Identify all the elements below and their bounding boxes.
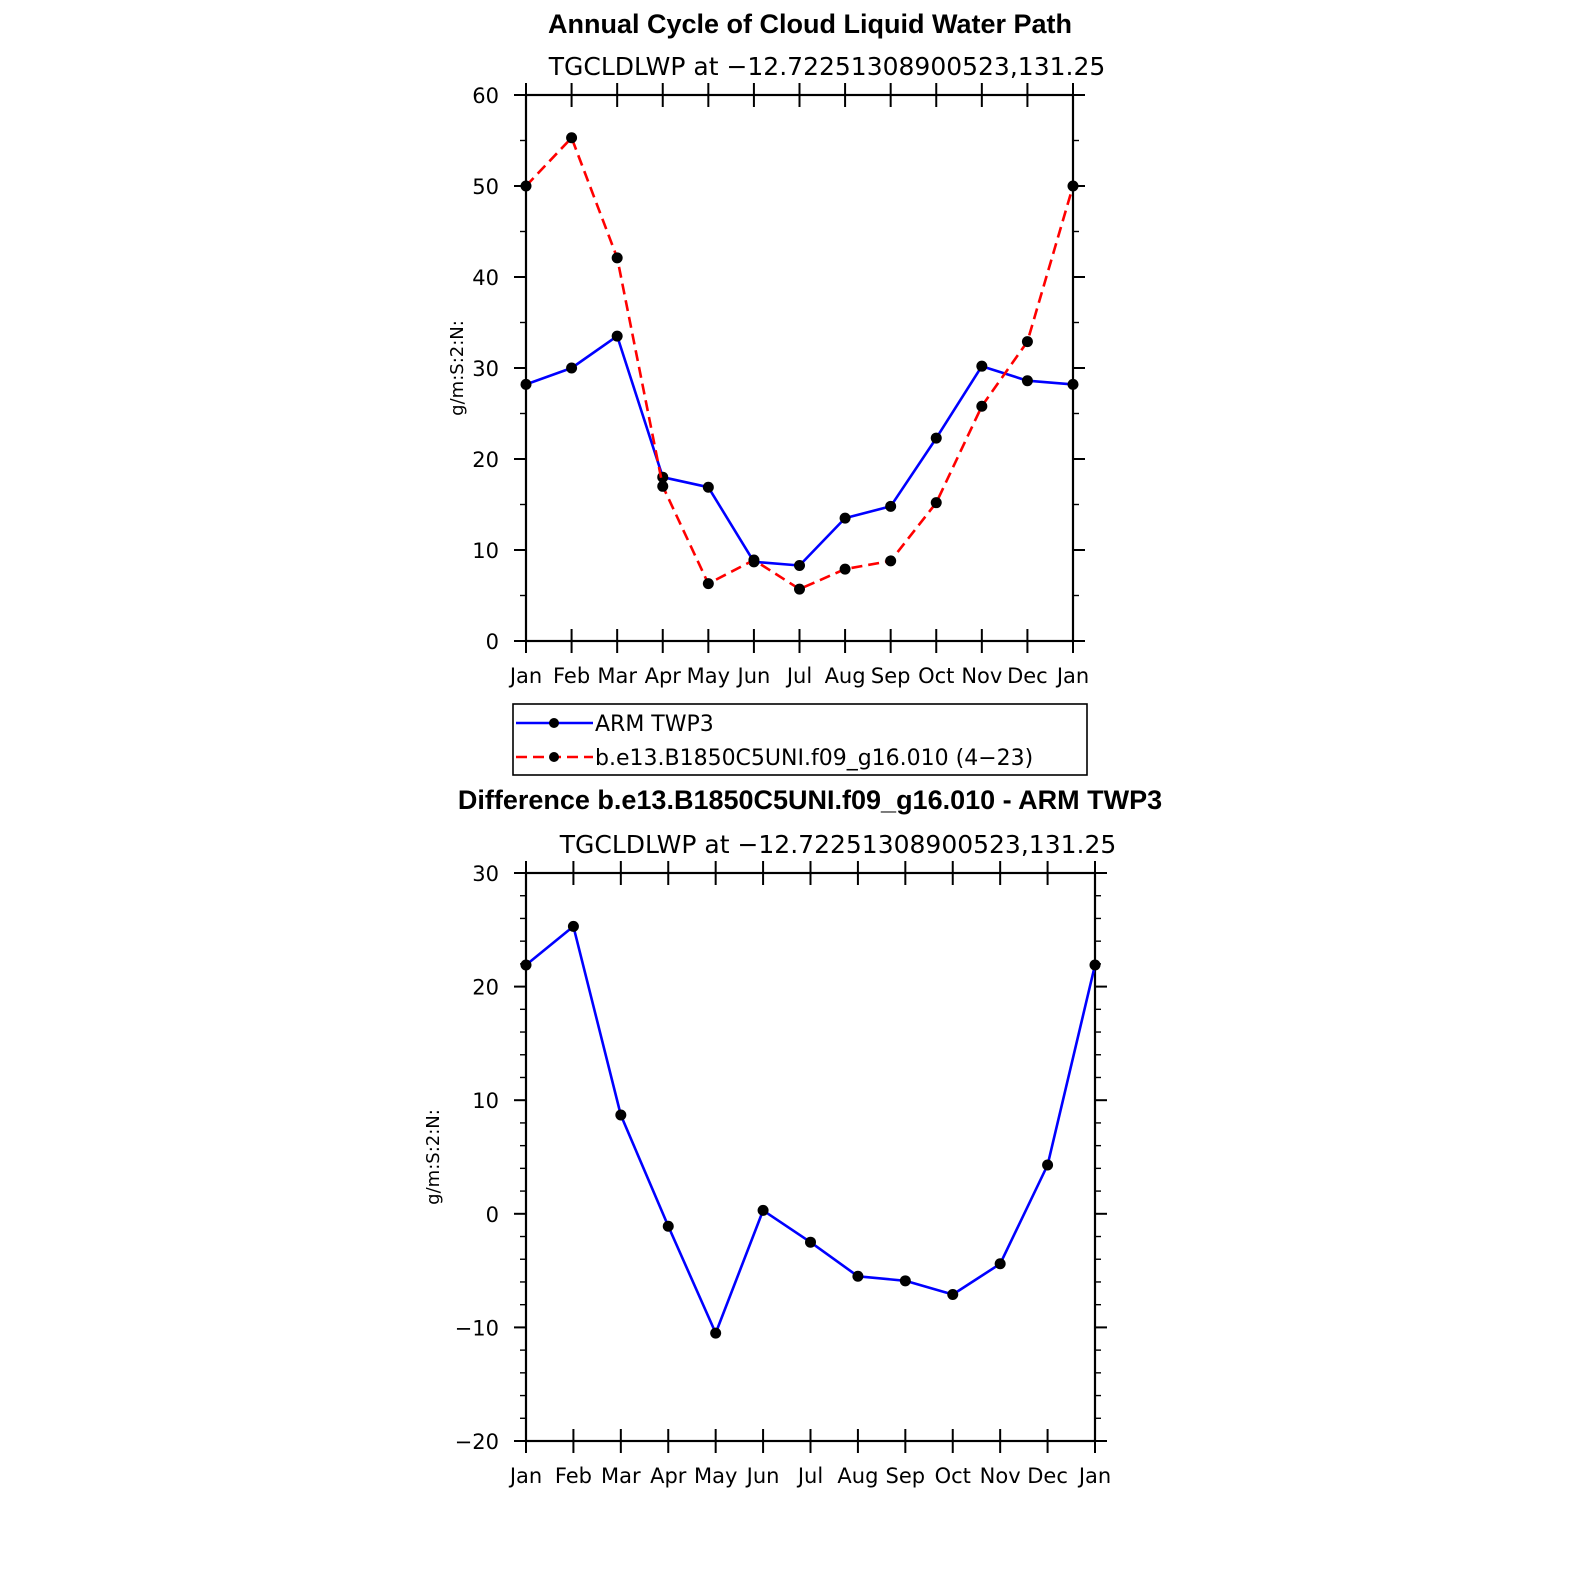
chart-subtitle: TGCLDLWP at −12.72251308900523,131.25 xyxy=(559,830,1117,859)
series-line-1 xyxy=(525,136,1075,591)
data-point xyxy=(615,1109,627,1121)
data-point xyxy=(566,132,578,144)
data-point xyxy=(520,378,532,390)
legend-marker-arm xyxy=(549,718,559,728)
x-tick-label: Mar xyxy=(601,1464,641,1488)
x-tick-label: Feb xyxy=(553,664,590,688)
data-point xyxy=(702,481,714,493)
legend: ARM TWP3 b.e13.B1850C5UNI.f09_g16.010 (4… xyxy=(512,703,1088,776)
data-point xyxy=(899,1275,911,1287)
plot-area: Jan Feb Mar Apr May Jun Jul Aug Sep Oct Nov Dec Jan 0… xyxy=(472,83,1089,688)
data-point xyxy=(567,920,579,932)
data-point xyxy=(1067,378,1079,390)
data-point xyxy=(702,578,714,590)
y-tick-label: 30 xyxy=(472,862,499,886)
data-point xyxy=(805,1236,816,1248)
chart-title: Difference b.e13.B1850C5UNI.f09_g16.010 … xyxy=(458,785,1162,815)
data-point xyxy=(520,180,532,192)
y-tick-label: −10 xyxy=(455,1316,499,1340)
data-point xyxy=(930,432,942,444)
x-tick-label: Nov xyxy=(961,664,1002,688)
data-point xyxy=(520,959,532,971)
x-tick-label: Jul xyxy=(796,1464,823,1488)
annual-cycle-chart: Annual Cycle of Cloud Liquid Water Path … xyxy=(447,9,1106,776)
plot-area: Jan Feb Mar Apr May Jun Jul Aug Sep Oct Nov Dec Jan−… xyxy=(455,861,1111,1488)
legend-marker-model xyxy=(549,752,559,762)
data-point xyxy=(885,555,897,567)
data-point xyxy=(885,500,897,512)
legend-box xyxy=(512,703,1088,776)
data-point xyxy=(611,330,623,342)
x-tick-label: Apr xyxy=(650,1464,687,1488)
x-tick-label: Jan xyxy=(508,664,542,688)
data-point xyxy=(1021,375,1033,387)
data-point xyxy=(662,1220,674,1232)
x-tick-label: Jul xyxy=(785,664,812,688)
data-point xyxy=(657,480,669,492)
x-tick-label: Dec xyxy=(1027,1464,1068,1488)
data-point xyxy=(1042,1159,1054,1171)
data-point xyxy=(794,583,805,595)
x-tick-label: Apr xyxy=(645,664,682,688)
chart-title: Annual Cycle of Cloud Liquid Water Path xyxy=(548,9,1072,39)
x-tick-label: Jan xyxy=(1077,1464,1111,1488)
data-point xyxy=(994,1258,1006,1270)
y-tick-label: 10 xyxy=(472,1089,499,1113)
data-point xyxy=(757,1204,769,1216)
difference-chart: Difference b.e13.B1850C5UNI.f09_g16.010 … xyxy=(423,785,1162,1488)
data-point xyxy=(976,400,988,412)
x-tick-label: Jun xyxy=(745,1464,780,1488)
y-tick-label: −20 xyxy=(455,1430,499,1454)
data-point xyxy=(710,1327,722,1339)
data-point xyxy=(748,554,760,566)
x-tick-label: Oct xyxy=(935,1464,971,1488)
data-point xyxy=(839,512,851,524)
x-tick-label: Mar xyxy=(597,664,637,688)
y-axis-label: g/m:S:2:N: xyxy=(423,1109,444,1205)
y-tick-label: 40 xyxy=(472,266,499,290)
y-tick-label: 0 xyxy=(486,630,499,654)
y-tick-label: 10 xyxy=(472,539,499,563)
data-point xyxy=(1021,336,1033,348)
data-point xyxy=(611,252,623,264)
data-point xyxy=(794,559,805,571)
legend-label-arm: ARM TWP3 xyxy=(595,712,714,737)
x-tick-label: Jun xyxy=(736,664,771,688)
x-tick-label: Dec xyxy=(1007,664,1048,688)
y-axis-label: g/m:S:2:N: xyxy=(447,320,468,416)
data-point xyxy=(839,563,851,575)
x-tick-label: Aug xyxy=(837,1464,878,1488)
x-tick-label: Oct xyxy=(918,664,954,688)
data-point xyxy=(1089,959,1101,971)
legend-label-model: b.e13.B1850C5UNI.f09_g16.010 (4−23) xyxy=(595,746,1033,771)
data-point xyxy=(930,497,942,509)
x-tick-label: Nov xyxy=(980,1464,1021,1488)
x-tick-label: May xyxy=(694,1464,737,1488)
y-tick-label: 0 xyxy=(486,1203,499,1227)
y-tick-label: 20 xyxy=(472,448,499,472)
data-point xyxy=(947,1288,959,1300)
y-tick-label: 50 xyxy=(472,175,499,199)
series-line-0 xyxy=(525,925,1097,1335)
series-line-0 xyxy=(525,334,1074,567)
data-point xyxy=(1067,180,1079,192)
y-tick-label: 60 xyxy=(472,84,499,108)
data-point xyxy=(852,1270,864,1282)
plot-frame xyxy=(524,871,1097,1443)
y-tick-label: 20 xyxy=(472,976,499,1000)
chart-subtitle: TGCLDLWP at −12.72251308900523,131.25 xyxy=(548,52,1106,81)
y-tick-label: 30 xyxy=(472,357,499,381)
x-tick-label: May xyxy=(687,664,730,688)
x-tick-label: Jan xyxy=(508,1464,542,1488)
x-tick-label: Feb xyxy=(555,1464,592,1488)
x-tick-label: Jan xyxy=(1055,664,1089,688)
x-tick-label: Sep xyxy=(871,664,911,688)
x-tick-label: Sep xyxy=(886,1464,926,1488)
x-tick-label: Aug xyxy=(825,664,866,688)
data-point xyxy=(976,360,988,372)
data-point xyxy=(566,362,578,374)
